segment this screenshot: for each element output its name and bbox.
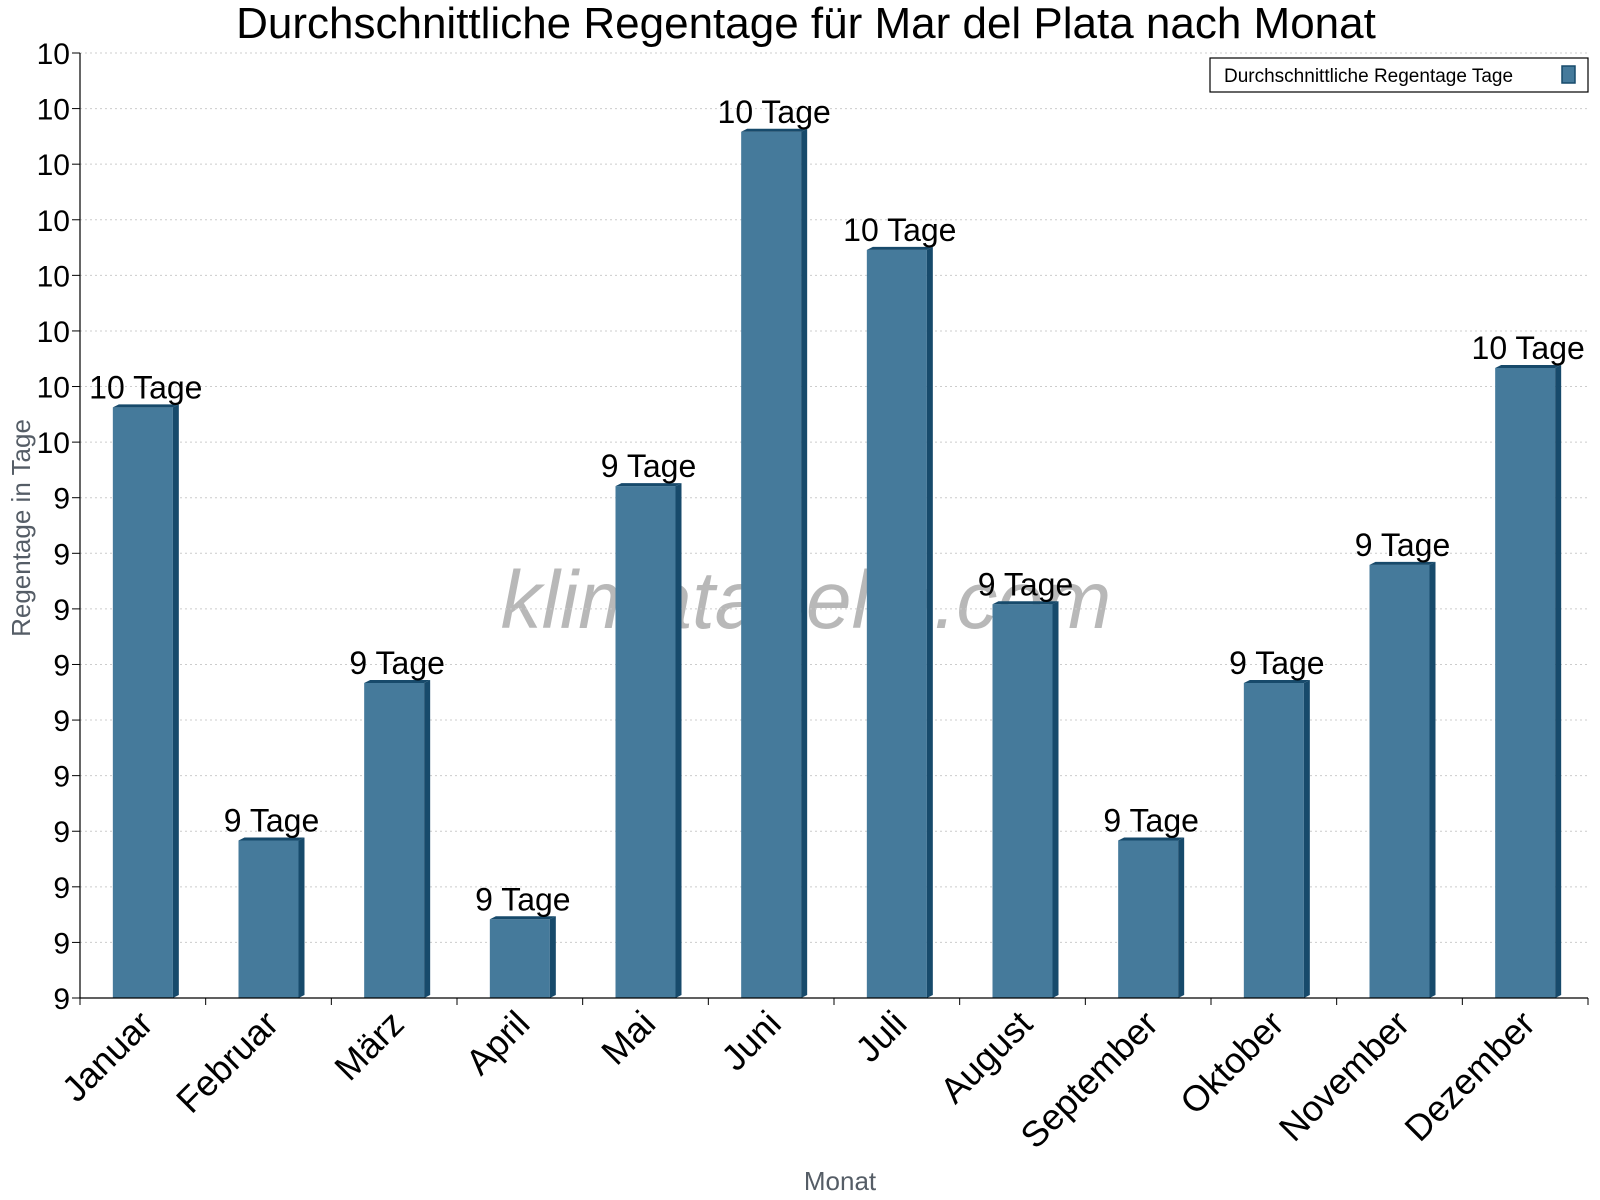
x-tick-label: Mai [593, 1003, 663, 1073]
bar-side [298, 837, 305, 998]
bar-value-label: 10 Tage [1472, 330, 1585, 366]
legend-label: Durchschnittliche Regentage Tage [1224, 66, 1513, 87]
bar-top [615, 483, 682, 487]
x-tick-label: Juni [713, 1003, 789, 1079]
data-labels: 10 Tage 9 Tage 9 Tage 9 Tage 9 Tage 10 Tage 10… [89, 94, 1585, 918]
y-tick-label: 9 [53, 983, 70, 1016]
y-tick-label: 9 [53, 594, 70, 627]
bar-juli [866, 249, 927, 998]
x-tick-label: August [932, 1003, 1040, 1111]
bar-value-label: 9 Tage [475, 881, 571, 917]
bar-value-label: 9 Tage [1103, 803, 1199, 839]
x-tick-label: Februar [168, 1003, 286, 1121]
bar-top [992, 601, 1059, 605]
x-axis-label: Monat [804, 1166, 877, 1196]
x-tick-label: April [458, 1003, 538, 1083]
y-tick-label: 9 [53, 761, 70, 794]
bar-side [1303, 680, 1310, 998]
bar-top [1369, 561, 1436, 565]
grid-lines [80, 52, 1588, 943]
bar-side [172, 404, 179, 998]
bar-august [992, 604, 1053, 998]
bar-top [364, 680, 431, 683]
bar-value-label: 9 Tage [978, 566, 1074, 602]
bar-top [238, 837, 305, 841]
legend-swatch [1561, 65, 1576, 84]
bar-märz [364, 683, 425, 998]
bar-value-label: 10 Tage [718, 94, 831, 130]
bar-dezember [1495, 368, 1556, 998]
bar-value-label: 10 Tage [843, 212, 956, 248]
y-axis-label: Regentage in Tage [6, 419, 36, 637]
y-tick-label: 9 [53, 483, 70, 516]
bar-side [926, 246, 933, 998]
bar-februar [238, 840, 299, 998]
x-tick-label: September [1012, 1003, 1166, 1157]
bar-top [1118, 837, 1185, 841]
y-tick-label: 9 [53, 705, 70, 738]
y-tick-label: 9 [53, 649, 70, 682]
bar-september [1118, 840, 1179, 998]
y-tick-label: 10 [37, 372, 70, 405]
bars [112, 128, 1562, 998]
bar-april [489, 919, 550, 998]
bar-value-label: 9 Tage [1229, 645, 1325, 681]
legend: Durchschnittliche Regentage Tage [1209, 57, 1589, 93]
y-tick-label: 10 [37, 316, 70, 349]
x-tick-label: Januar [54, 1003, 161, 1110]
bar-side [1052, 601, 1059, 998]
legend-box [1209, 57, 1589, 93]
bar-value-label: 9 Tage [601, 448, 697, 484]
x-tick-label: November [1271, 1003, 1417, 1149]
bar-top [112, 404, 179, 408]
bar-side [675, 483, 682, 998]
bar-juni [741, 131, 802, 998]
bar-november [1369, 564, 1430, 998]
y-tick-label: 10 [37, 260, 70, 293]
bar-oktober [1243, 683, 1304, 998]
bar-top [741, 128, 808, 132]
chart-title: Durchschnittliche Regentage für Mar del … [236, 0, 1376, 48]
bar-value-label: 9 Tage [224, 803, 320, 839]
y-tick-label: 10 [37, 205, 70, 238]
y-tick-label: 10 [37, 427, 70, 460]
y-tick-label: 10 [37, 38, 70, 71]
x-tick-label: Dezember [1396, 1003, 1542, 1149]
bar-januar [112, 407, 173, 998]
y-tick-label: 9 [53, 872, 70, 905]
bar-side [549, 916, 556, 998]
y-tick-label: 9 [53, 927, 70, 960]
y-tick-label: 9 [53, 538, 70, 571]
bar-side [1429, 561, 1436, 998]
bar-top [489, 916, 556, 920]
bar-side [424, 680, 431, 998]
bar-mai [615, 486, 676, 998]
bar-side [1178, 837, 1185, 998]
bar-value-label: 9 Tage [1355, 527, 1451, 563]
x-tick-label: März [326, 1003, 412, 1089]
bar-top [1495, 365, 1562, 368]
bar-side [801, 128, 808, 998]
bar-side [1555, 365, 1562, 998]
y-tick-label: 10 [37, 94, 70, 127]
x-tick-label: Juli [847, 1003, 914, 1070]
bar-top [1243, 680, 1310, 683]
x-tick-label: Oktober [1172, 1003, 1292, 1123]
bar-value-label: 10 Tage [89, 369, 202, 405]
bar-value-label: 9 Tage [349, 645, 445, 681]
y-tick-label: 9 [53, 816, 70, 849]
bar-top [866, 246, 933, 250]
y-tick-label: 10 [37, 149, 70, 182]
